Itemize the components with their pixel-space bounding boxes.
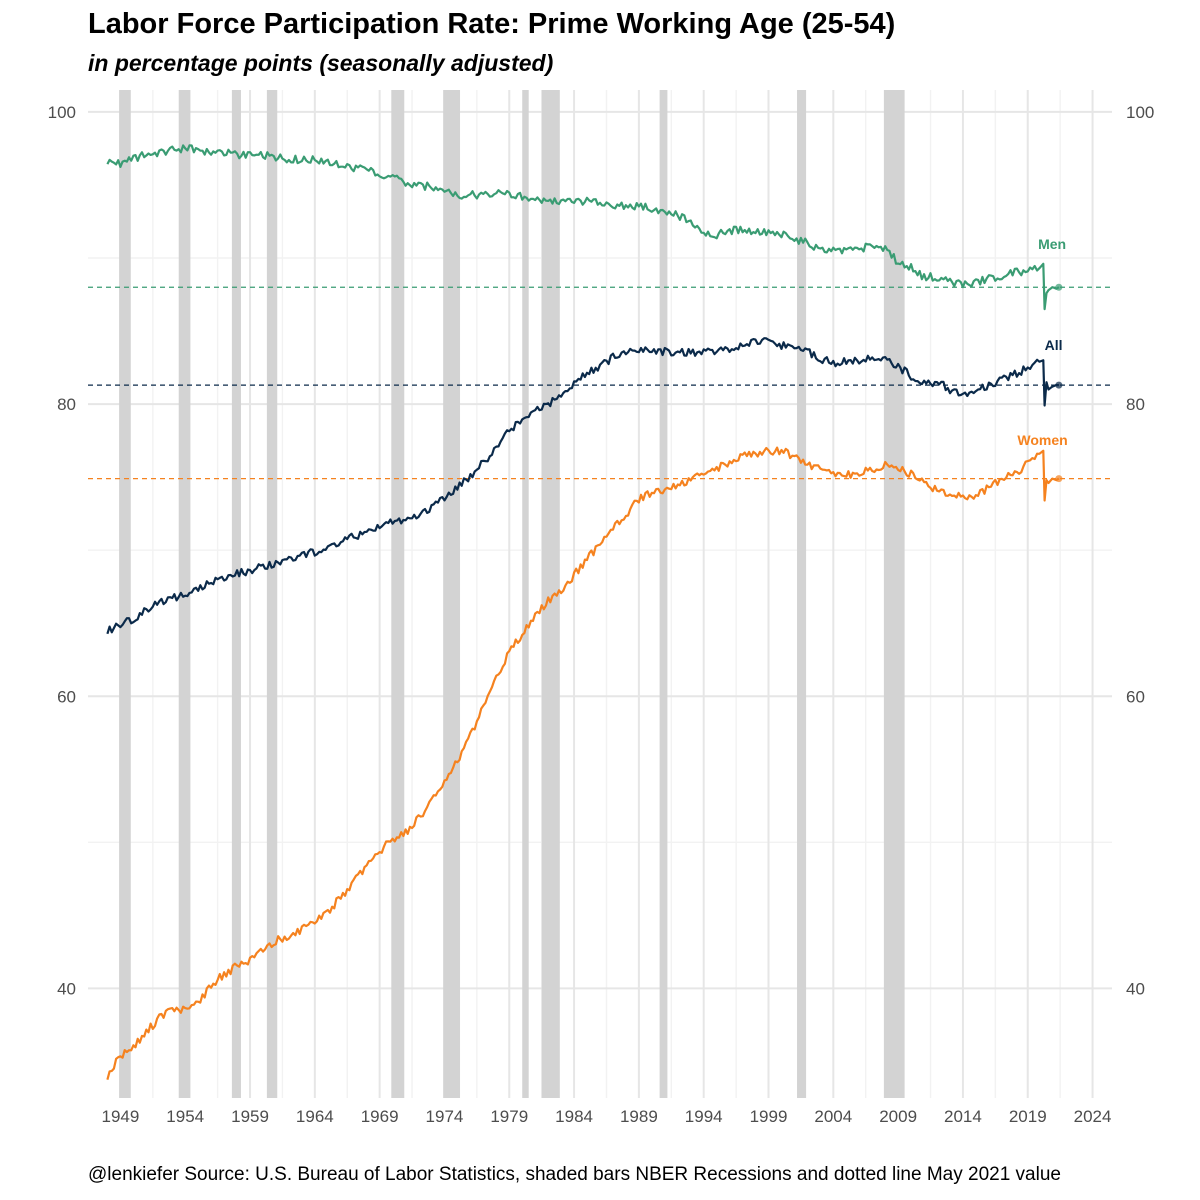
x-tick-label: 2014 (944, 1107, 982, 1126)
y-tick-label-right: 60 (1126, 687, 1145, 706)
recession-bar (119, 90, 131, 1098)
x-tick-label: 1959 (231, 1107, 269, 1126)
endpoint-all (1055, 381, 1063, 389)
endpoint-women (1055, 475, 1063, 483)
x-tick-label: 1999 (750, 1107, 788, 1126)
x-tick-label: 1954 (166, 1107, 204, 1126)
recession-bar (231, 90, 241, 1098)
series-label-men: Men (1038, 236, 1066, 252)
y-tick-label-left: 80 (57, 395, 76, 414)
series-line-all (106, 337, 1059, 635)
y-tick-label-right: 80 (1126, 395, 1145, 414)
y-tick-label-left: 60 (57, 687, 76, 706)
x-tick-label: 1949 (101, 1107, 139, 1126)
recession-bars (119, 90, 905, 1098)
recession-bar (541, 90, 560, 1098)
x-tick-label: 2009 (879, 1107, 917, 1126)
y-tick-label-left: 40 (57, 979, 76, 998)
recession-bar (659, 90, 668, 1098)
series-labels: Men All Women (1017, 236, 1067, 448)
series-label-all: All (1045, 337, 1063, 353)
x-tick-label: 2004 (814, 1107, 852, 1126)
chart-title: Labor Force Participation Rate: Prime Wo… (88, 8, 896, 40)
chart-subtitle: in percentage points (seasonally adjuste… (88, 50, 554, 76)
tick-labels: 40 40 60 60 80 80 100 100 1949 1954 1959 1964 1969 19… (48, 103, 1155, 1126)
chart-caption: @lenkiefer Source: U.S. Bureau of Labor … (88, 1164, 1061, 1185)
x-tick-label: 1989 (620, 1107, 658, 1126)
recession-bar (797, 90, 807, 1098)
series-lines (106, 144, 1063, 1080)
x-tick-label: 1974 (426, 1107, 464, 1126)
x-tick-label: 1979 (490, 1107, 528, 1126)
recession-bar (178, 90, 191, 1098)
series-label-women: Women (1017, 432, 1067, 448)
y-tick-label-right: 100 (1126, 103, 1154, 122)
recession-bar (391, 90, 405, 1098)
x-tick-label: 2019 (1009, 1107, 1047, 1126)
x-tick-label: 1984 (555, 1107, 593, 1126)
reference-lines (88, 286, 1112, 480)
x-tick-label: 1969 (361, 1107, 399, 1126)
series-line-men (106, 144, 1060, 311)
x-tick-label: 1964 (296, 1107, 334, 1126)
recession-bar (266, 90, 278, 1098)
y-tick-label-left: 100 (48, 103, 76, 122)
y-tick-label-right: 40 (1126, 979, 1145, 998)
endpoint-men (1055, 283, 1063, 291)
recession-bar (883, 90, 905, 1098)
recession-bar (443, 90, 461, 1098)
x-tick-label: 2024 (1074, 1107, 1112, 1126)
x-tick-label: 1994 (685, 1107, 723, 1126)
gridlines (88, 90, 1112, 1098)
series-line-women (106, 446, 1060, 1080)
recession-bar (522, 90, 529, 1098)
